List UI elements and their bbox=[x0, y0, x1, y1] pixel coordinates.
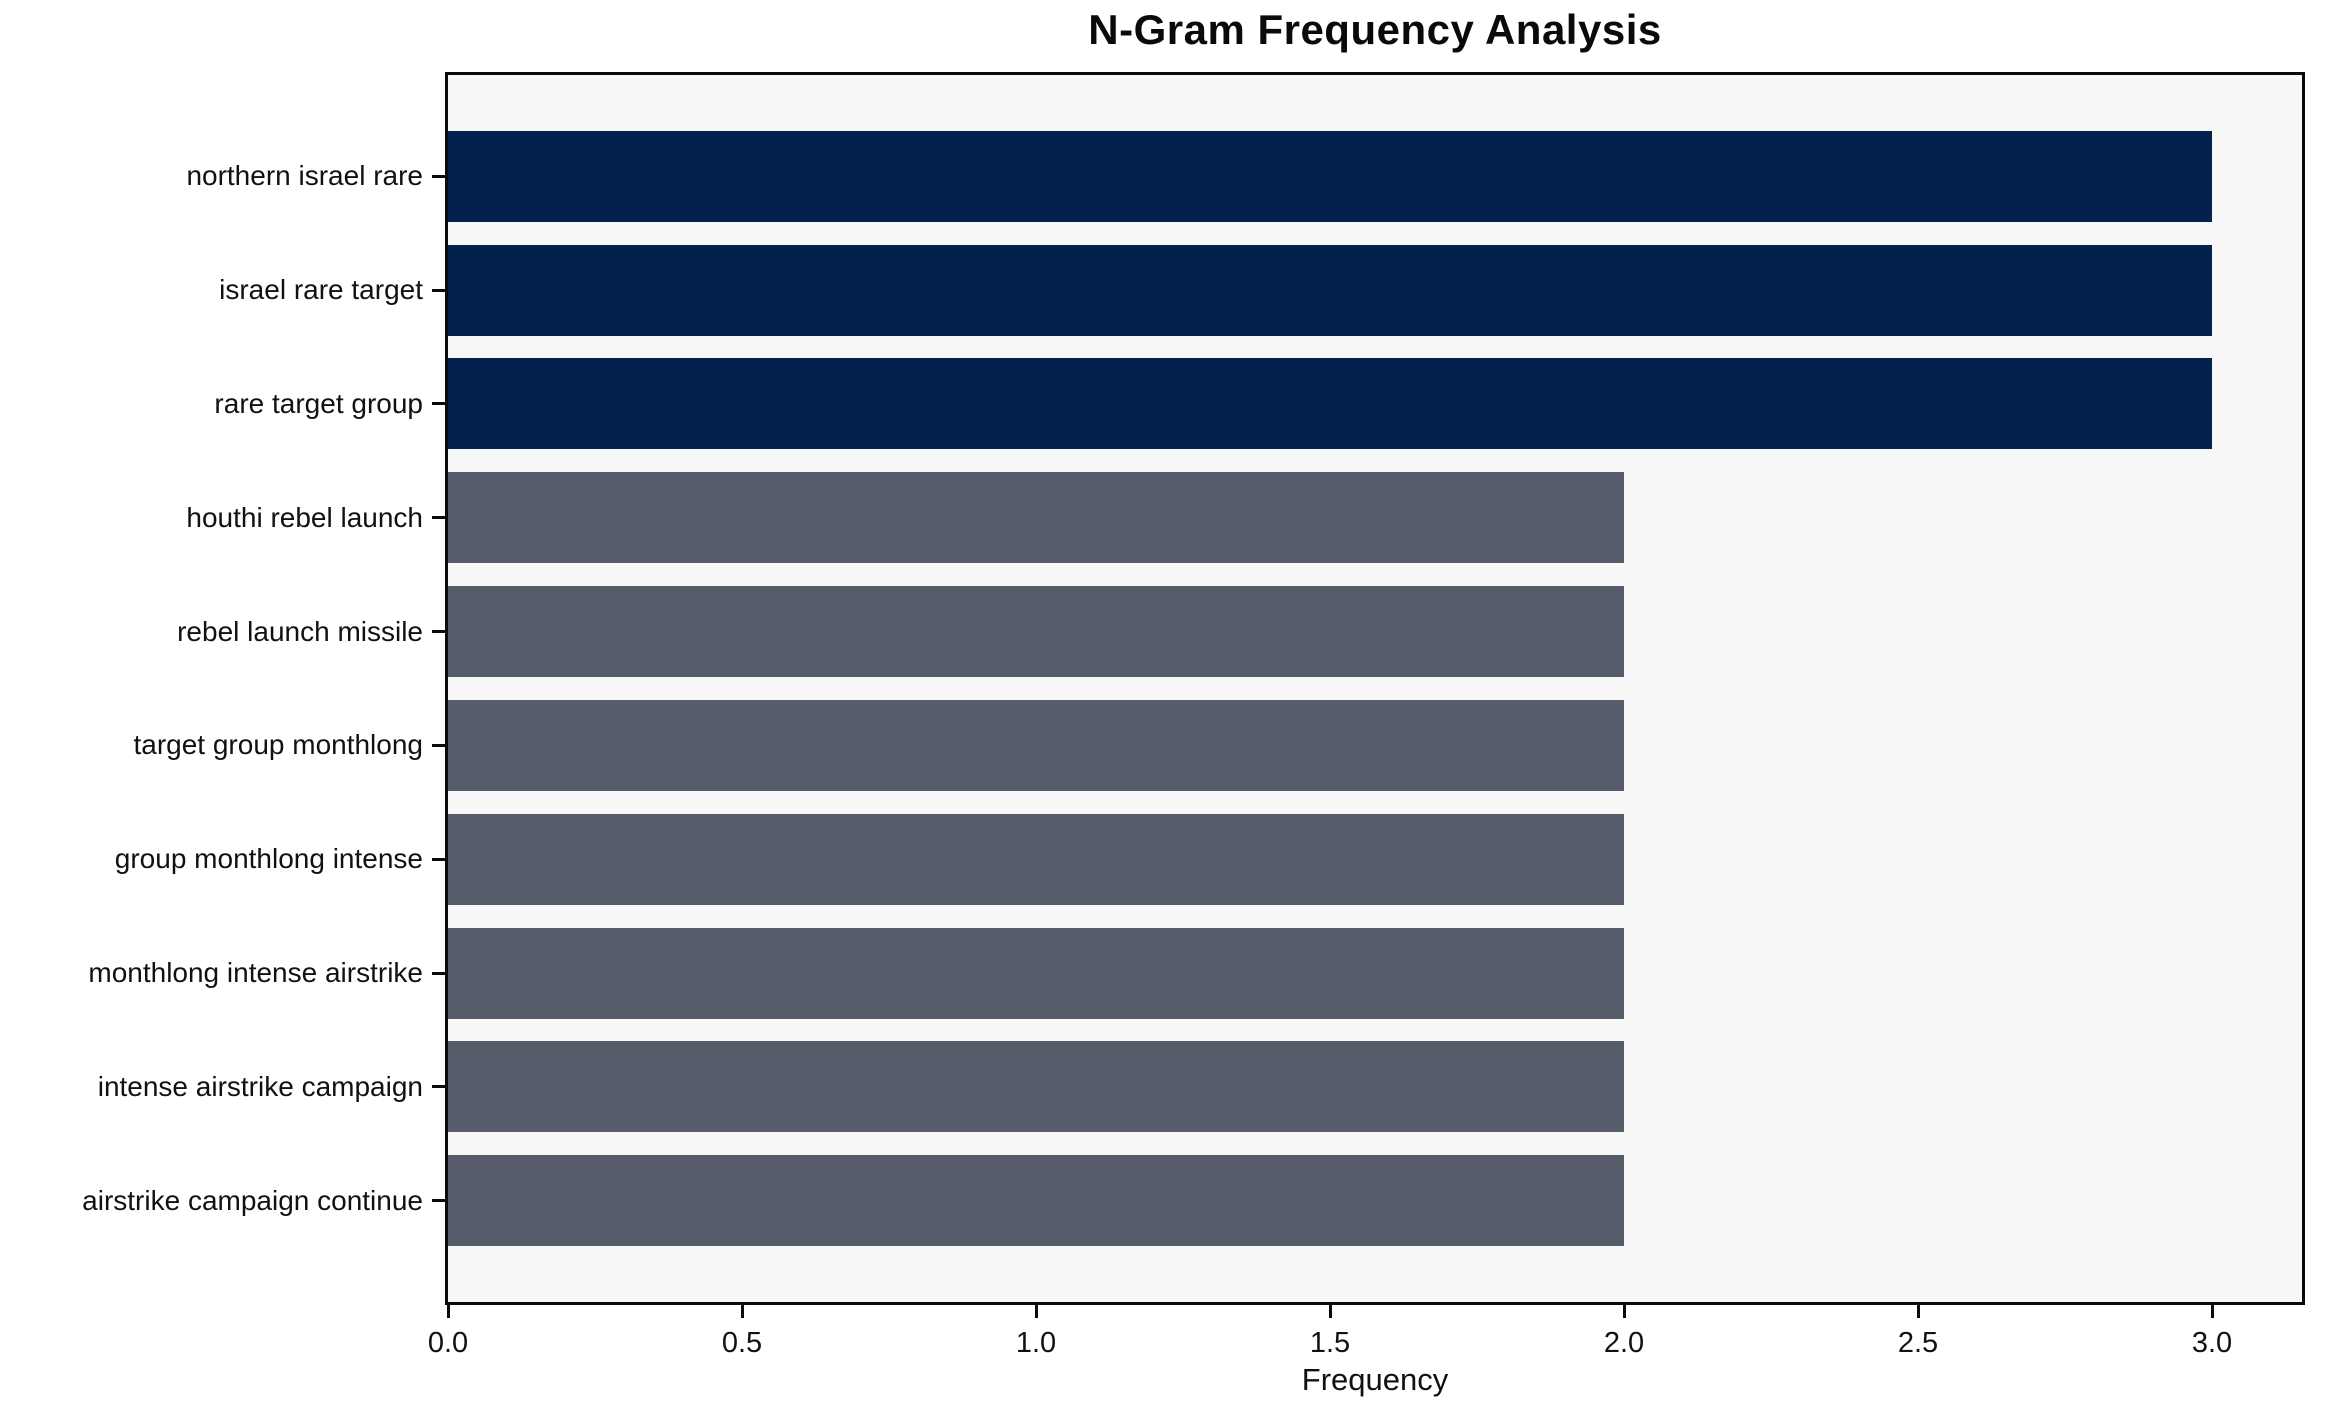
bar bbox=[448, 1041, 1625, 1133]
x-tick-label: 2.5 bbox=[1897, 1327, 1939, 1359]
y-tick-mark bbox=[432, 288, 445, 292]
chart-title: N-Gram Frequency Analysis bbox=[1088, 6, 1662, 53]
bar bbox=[448, 699, 1625, 791]
y-tick-mark bbox=[432, 630, 445, 634]
x-tick-label: 0.0 bbox=[427, 1327, 469, 1359]
y-tick-label: intense airstrike campaign bbox=[97, 1070, 423, 1102]
x-tick-mark bbox=[740, 1305, 744, 1318]
bar bbox=[448, 927, 1625, 1019]
y-tick-label: houthi rebel launch bbox=[186, 501, 423, 533]
y-tick-label: airstrike campaign continue bbox=[82, 1184, 423, 1216]
x-axis-label: Frequency bbox=[1301, 1362, 1449, 1397]
x-tick-label: 1.5 bbox=[1309, 1327, 1351, 1359]
bar bbox=[448, 130, 2213, 222]
y-tick-mark bbox=[432, 1199, 445, 1203]
bar bbox=[448, 472, 1625, 564]
bar bbox=[448, 813, 1625, 905]
y-tick-mark bbox=[432, 402, 445, 406]
y-tick-label: israel rare target bbox=[219, 274, 423, 306]
y-tick-mark bbox=[432, 1085, 445, 1089]
y-tick-label: monthlong intense airstrike bbox=[88, 957, 423, 989]
bar bbox=[448, 358, 2213, 450]
x-tick-label: 2.0 bbox=[1603, 1327, 1645, 1359]
y-tick-mark bbox=[432, 971, 445, 975]
x-tick-label: 1.0 bbox=[1015, 1327, 1057, 1359]
x-tick-mark bbox=[1916, 1305, 1920, 1318]
x-tick-mark bbox=[1034, 1305, 1038, 1318]
y-tick-label: rare target group bbox=[214, 387, 423, 419]
y-tick-label: group monthlong intense bbox=[114, 843, 423, 875]
y-tick-label: rebel launch missile bbox=[177, 615, 423, 647]
bar bbox=[448, 244, 2213, 336]
axes bbox=[445, 72, 2305, 1305]
y-tick-label: northern israel rare bbox=[186, 160, 423, 192]
bar bbox=[448, 1155, 1625, 1247]
x-tick-mark bbox=[1622, 1305, 1626, 1318]
y-tick-mark bbox=[432, 857, 445, 861]
x-tick-label: 0.5 bbox=[721, 1327, 763, 1359]
y-tick-label: target group monthlong bbox=[133, 729, 423, 761]
y-tick-mark bbox=[432, 743, 445, 747]
x-tick-label: 3.0 bbox=[2191, 1327, 2233, 1359]
y-tick-mark bbox=[432, 174, 445, 178]
x-tick-mark bbox=[446, 1305, 450, 1318]
bar bbox=[448, 586, 1625, 678]
y-tick-mark bbox=[432, 516, 445, 520]
x-tick-mark bbox=[1328, 1305, 1332, 1318]
x-tick-mark bbox=[2210, 1305, 2214, 1318]
